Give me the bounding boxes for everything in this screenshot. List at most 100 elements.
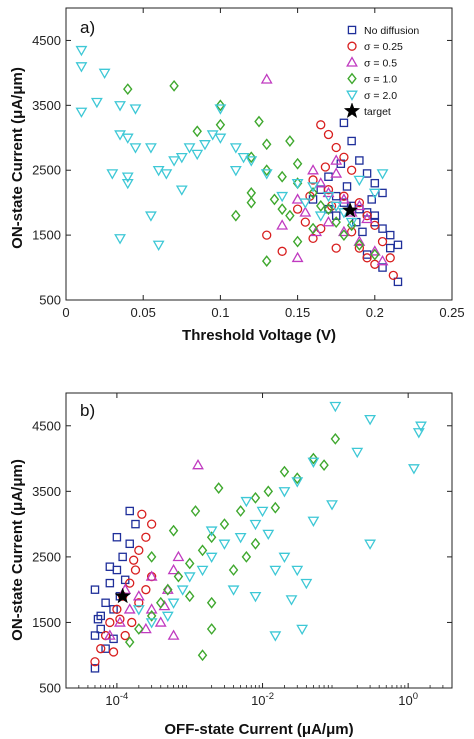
panel-a-point-sigma-2-0 <box>90 97 103 109</box>
panel-b-y-axis-label: ON-state Current (μA/μm) <box>9 459 26 641</box>
panel-b-point-sigma-0-5 <box>123 603 136 614</box>
panel-a-point-sigma-2-0 <box>314 211 327 222</box>
panel-b-y-tick-label: 4500 <box>32 418 61 433</box>
panel-b-point-no-diffusion <box>101 598 110 608</box>
panel-b-x-tick-label: 10-2 <box>251 691 274 708</box>
panel-a-x-tick-label: 0.25 <box>439 305 464 320</box>
panel-a-point-sigma-0-25 <box>346 165 357 175</box>
panel-b-point-sigma-0-25 <box>137 509 147 519</box>
panel-b-point-sigma-2-0 <box>415 421 427 432</box>
panel-a-point-sigma-2-0 <box>183 143 196 154</box>
panel-b-point-sigma-2-0 <box>291 477 304 488</box>
panel-a-point-sigma-1-0 <box>370 248 380 261</box>
panel-b-point-sigma-2-0 <box>205 552 218 563</box>
panel-b-point-sigma-2-0 <box>326 500 338 511</box>
panel-a-point-sigma-0-5 <box>260 73 273 84</box>
panel-b-series-no-diffusion <box>90 506 140 673</box>
legend-marker-no-diffusion <box>347 25 357 35</box>
panel-a-x-tick-label: 0 <box>62 305 69 320</box>
panel-b-point-sigma-0-25 <box>130 565 141 575</box>
panel-b-x-axis-label: OFF-state Current (μA/μm) <box>164 721 353 738</box>
panel-b-point-sigma-2-0 <box>364 539 377 550</box>
panel-a-point-sigma-2-0 <box>98 68 111 79</box>
panel-b-point-sigma-0-5 <box>103 629 116 640</box>
panel-b-point-sigma-1-0 <box>330 432 341 445</box>
panel-a-series-target <box>341 201 359 218</box>
panel-b-point-sigma-0-25 <box>108 647 119 657</box>
panel-a-point-sigma-0-5 <box>299 206 312 217</box>
panel-b-point-sigma-2-0 <box>329 401 342 413</box>
panel-a-point-no-diffusion <box>358 227 367 237</box>
panel-a-point-sigma-2-0 <box>199 140 211 151</box>
panel-b-point-sigma-2-0 <box>262 529 275 541</box>
legend-entry-label: σ = 0.25 <box>364 41 403 53</box>
panel-b-point-no-diffusion <box>101 644 110 653</box>
panel-a-point-sigma-2-0 <box>129 104 142 115</box>
panel-b-point-no-diffusion <box>112 565 122 575</box>
panel-a-point-sigma-2-0 <box>160 169 173 180</box>
panel-b-point-sigma-0-5 <box>132 590 145 601</box>
panel-a-label: a) <box>80 18 95 37</box>
panel-a-point-sigma-1-0 <box>339 229 349 242</box>
panel-a-point-sigma-0-5 <box>368 245 381 256</box>
panel-a-x-axis-label: Threshold Voltage (V) <box>182 327 336 344</box>
panel-a-point-sigma-2-0 <box>229 165 242 177</box>
panel-b-point-sigma-1-0 <box>206 623 217 635</box>
panel-b-point-no-diffusion <box>90 585 100 594</box>
legend-marker-target <box>343 102 361 119</box>
panel-b-label: b) <box>80 401 95 420</box>
panel-b-point-no-diffusion <box>109 605 118 614</box>
panel-b-point-sigma-2-0 <box>132 605 145 616</box>
panel-a-point-no-diffusion <box>370 178 380 188</box>
panel-a-point-no-diffusion <box>355 156 364 165</box>
panel-a-point-sigma-0-5 <box>322 216 335 227</box>
panel-b-point-sigma-2-0 <box>196 565 209 577</box>
panel-a-point-sigma-0-5 <box>330 167 343 178</box>
panel-b-point-sigma-2-0 <box>249 591 262 603</box>
panel-a-series-sigma-2-0 <box>75 45 389 251</box>
panel-a-point-sigma-2-0 <box>144 143 157 154</box>
panel-a-point-sigma-2-0 <box>114 101 126 112</box>
panel-b-series-sigma-2-0 <box>132 401 427 642</box>
legend-entry-label: σ = 2.0 <box>364 90 397 102</box>
panel-b-point-sigma-0-25 <box>129 555 139 565</box>
panel-a-point-sigma-0-25 <box>316 120 326 130</box>
panel-b-point-sigma-1-0 <box>124 636 135 649</box>
panel-a-point-sigma-1-0 <box>308 222 318 235</box>
panel-b-point-sigma-2-0 <box>256 506 269 518</box>
panel-a-point-sigma-0-25 <box>262 230 272 240</box>
panel-b-point-sigma-0-5 <box>172 550 185 562</box>
panel-a-point-no-diffusion <box>393 277 403 287</box>
panel-b-point-sigma-1-0 <box>292 472 303 485</box>
panel-a-point-sigma-0-5 <box>310 225 323 237</box>
panel-a-point-sigma-1-0 <box>269 193 280 206</box>
panel-b-point-sigma-0-25 <box>90 657 100 667</box>
panel-b-point-sigma-2-0 <box>205 526 218 537</box>
panel-a-point-sigma-1-0 <box>261 255 272 267</box>
panel-a-point-sigma-0-5 <box>307 164 319 175</box>
panel-a-point-sigma-2-0 <box>245 156 258 167</box>
panel-b-point-no-diffusion <box>90 664 100 673</box>
panel-a-point-sigma-0-5 <box>353 199 366 211</box>
panel-a-x-tick-label: 0.2 <box>366 305 384 320</box>
panel-b-x-tick-label: 10-4 <box>105 691 128 708</box>
panel-b-point-sigma-0-25 <box>115 614 125 624</box>
panel-a-y-tick-label: 500 <box>39 293 61 308</box>
panel-b-series-target <box>114 587 132 604</box>
panel-a-point-sigma-2-0 <box>121 172 134 183</box>
panel-b-point-sigma-0-25 <box>141 532 151 542</box>
panel-b-point-sigma-1-0 <box>206 596 217 609</box>
panel-b-series-sigma-0-25 <box>90 509 157 667</box>
panel-b-point-sigma-1-0 <box>228 564 239 576</box>
panel-b-plot-frame <box>65 392 453 689</box>
panel-b-point-no-diffusion <box>93 614 103 624</box>
panel-a-point-sigma-2-0 <box>322 191 335 203</box>
legend-entry-label: No diffusion <box>364 25 419 37</box>
panel-a-point-no-diffusion <box>331 211 341 220</box>
panel-b-point-sigma-2-0 <box>218 539 231 550</box>
panel-a-point-sigma-0-5 <box>291 251 304 263</box>
panel-b-point-sigma-2-0 <box>278 552 291 563</box>
panel-b-point-no-diffusion <box>90 631 100 640</box>
panel-b-point-sigma-2-0 <box>291 565 304 577</box>
panel-a-point-sigma-2-0 <box>106 169 119 180</box>
